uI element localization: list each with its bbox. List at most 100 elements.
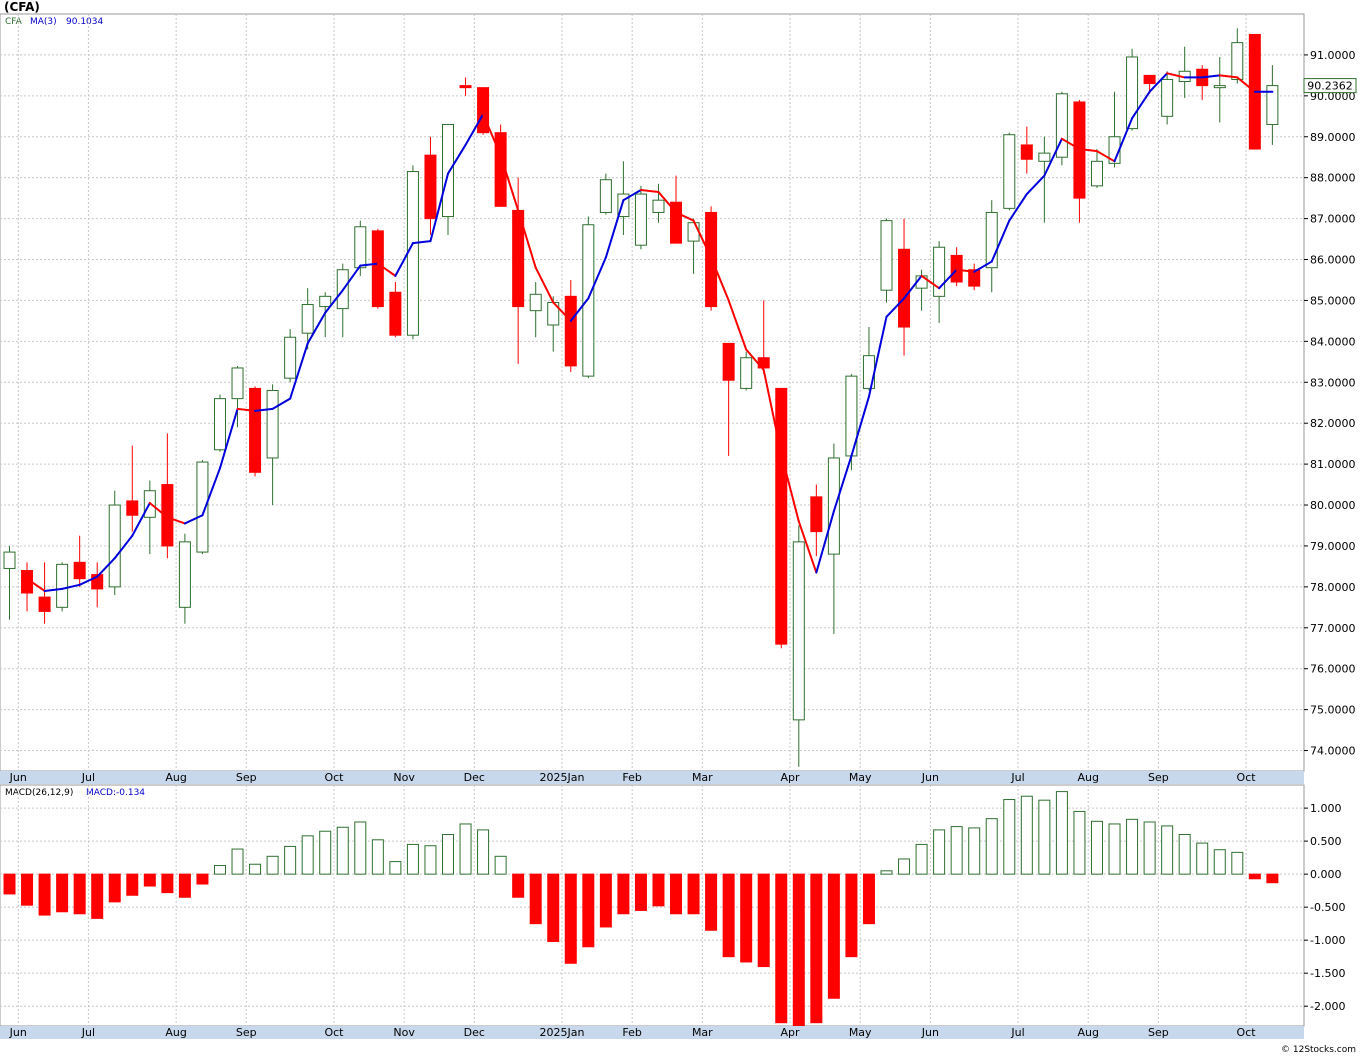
macd-axis: 1.000 0.500 0.000 -0.500 -1.000 -1.500 -2.000	[1304, 802, 1345, 1013]
ma-segment	[447, 143, 467, 175]
macd-bar-negative	[582, 873, 595, 948]
down-candle	[1073, 99, 1086, 223]
macd-bar-negative	[599, 873, 612, 928]
ma-segment	[727, 299, 748, 351]
price-tick-label: 80.0000	[1310, 499, 1356, 512]
candle-body	[529, 293, 542, 312]
down-candle	[126, 445, 139, 532]
up-candle	[617, 161, 630, 235]
up-candle	[792, 525, 805, 767]
macd-month-labels: Jun Jul Aug Sep Oct Nov Dec 2025Jan Feb Mar Apr May…	[9, 1026, 1257, 1039]
up-candle	[1038, 136, 1051, 223]
candle-body	[249, 387, 262, 473]
candle-body	[827, 457, 840, 555]
ma-segment	[1201, 74, 1221, 79]
price-month-label: Aug	[165, 771, 186, 784]
macd-bar-positive	[1020, 795, 1033, 875]
candle-body	[985, 211, 998, 269]
macd-bar-positive	[915, 843, 928, 875]
down-candle	[91, 562, 104, 608]
macd-bar-positive	[301, 835, 314, 875]
candle-body	[161, 484, 174, 547]
macd-bar-negative	[845, 873, 858, 958]
macd-bar-positive	[336, 826, 349, 875]
ma-segment	[587, 256, 607, 300]
ma-segment	[289, 342, 309, 400]
ma-segment	[61, 583, 81, 590]
macd-bar-positive	[950, 826, 963, 875]
ma-segment	[26, 577, 46, 592]
up-candle	[652, 183, 665, 223]
macd-month-label: Sep	[1148, 1026, 1169, 1039]
down-candle	[1020, 126, 1033, 174]
macd-bar-negative	[652, 873, 665, 907]
candle-body	[740, 357, 753, 389]
ma-segment	[517, 209, 537, 269]
candle-body	[354, 226, 367, 269]
ma-segment	[955, 268, 976, 273]
ma-segment	[832, 454, 853, 513]
ma-segment	[973, 260, 993, 273]
price-tick-label: 85.0000	[1310, 294, 1356, 307]
macd-bar-negative	[547, 873, 560, 942]
price-month-label: Sep	[236, 771, 257, 784]
price-month-label: Feb	[622, 771, 641, 784]
price-month-label: Aug	[1077, 771, 1098, 784]
up-candle	[880, 218, 893, 303]
up-candle	[1161, 71, 1174, 125]
macd-bar-positive	[1073, 810, 1086, 875]
symbol-label: CFA	[5, 17, 23, 27]
price-month-labels: Jun Jul Aug Sep Oct Nov Dec 2025Jan Feb Mar Apr May…	[9, 771, 1257, 784]
candlesticks	[3, 28, 1279, 767]
price-month-label: Oct	[1237, 771, 1257, 784]
ma-segment	[569, 297, 590, 322]
macd-month-label: Jun	[9, 1026, 27, 1039]
macd-bar-positive	[985, 818, 998, 875]
macd-month-label: Aug	[165, 1026, 186, 1039]
ma-segment	[903, 274, 923, 300]
macd-bar-positive	[442, 834, 454, 875]
macd-bar-positive	[898, 858, 911, 875]
up-candle	[1231, 28, 1244, 84]
up-candle	[178, 533, 191, 624]
up-candle	[3, 545, 16, 620]
macd-bar-positive	[1143, 821, 1156, 875]
candle-body	[3, 551, 16, 569]
macd-bar-positive	[354, 821, 367, 875]
price-tick-label: 86.0000	[1310, 254, 1356, 267]
ma-segment	[411, 240, 432, 245]
ma-segment	[131, 501, 151, 537]
ma-segment	[499, 154, 520, 212]
price-month-label: Sep	[1148, 771, 1169, 784]
candle-body	[599, 179, 612, 213]
ma-segment	[306, 311, 327, 345]
ma-segment	[324, 289, 344, 314]
ma-segment	[657, 190, 678, 214]
macd-bar-negative	[126, 873, 139, 896]
macd-tick-label: 0.500	[1310, 835, 1342, 848]
price-tick-label: 81.0000	[1310, 458, 1356, 471]
macd-bar-positive	[249, 863, 262, 875]
macd-bar-negative	[143, 873, 156, 887]
ma-segment	[797, 520, 818, 574]
up-candle	[336, 263, 349, 338]
macd-month-label: Oct	[1237, 1026, 1257, 1039]
ma-segment	[218, 407, 239, 470]
macd-bar-negative	[512, 873, 525, 898]
macd-bar-negative	[722, 873, 735, 958]
candle-body	[1038, 152, 1051, 162]
macd-bar-positive	[880, 870, 893, 875]
macd-bar-negative	[687, 873, 700, 915]
macd-bar-positive	[1196, 842, 1209, 875]
up-candle	[529, 282, 542, 338]
down-candle	[1196, 65, 1209, 100]
ma-segment	[1078, 148, 1098, 153]
up-candle	[319, 292, 332, 338]
up-candle	[266, 384, 279, 506]
macd-month-label: Mar	[692, 1026, 713, 1039]
candle-body	[1055, 93, 1068, 158]
macd-tick-label: -1.000	[1310, 934, 1345, 947]
macd-bar-positive	[968, 827, 981, 875]
ma-segment	[1131, 90, 1151, 120]
